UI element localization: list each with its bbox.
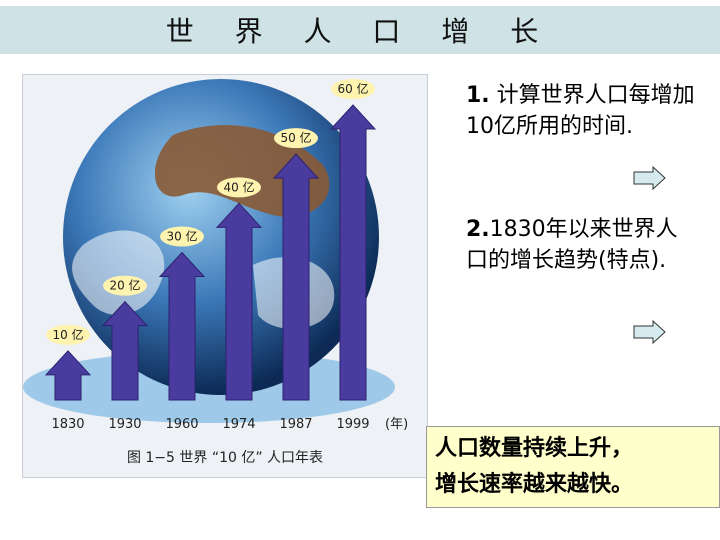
question-2: 2.1830年以来世界人口的增长趋势(特点). [466, 214, 696, 276]
x-tick-label: 1930 [108, 417, 141, 432]
population-arrow-bar [101, 300, 149, 401]
question-2-next-button[interactable] [633, 319, 667, 345]
title-bar: 世 界 人 口 增 长 [0, 6, 720, 54]
value-label-bubble [103, 275, 147, 296]
x-tick-label: 1987 [279, 417, 312, 432]
question-1: 1. 计算世界人口每增加10亿所用的时间. [466, 80, 696, 142]
question-2-number: 2. [466, 217, 490, 242]
population-arrow-bar [44, 350, 92, 401]
x-tick-label: 1999 [336, 417, 369, 432]
value-label-bubble [46, 324, 90, 345]
question-2-text: 1830年以来世界人口的增长趋势(特点). [466, 217, 678, 273]
conclusion-line-1: 人口数量持续上升， [435, 436, 634, 461]
value-label: 30 亿 [166, 229, 197, 244]
conclusion-box: 人口数量持续上升， 增长速率越来越快。 [426, 426, 720, 508]
conclusion-line-2: 增长速率越来越快。 [435, 472, 634, 497]
question-1-number: 1. [466, 83, 490, 108]
question-1-text: 计算世界人口每增加10亿所用的时间. [466, 83, 695, 139]
right-arrow-icon [633, 165, 666, 191]
value-label: 20 亿 [109, 278, 140, 293]
value-label-bubble [160, 226, 204, 247]
value-label-bubble [274, 128, 318, 149]
globe-clouds [72, 230, 335, 329]
value-label: 50 亿 [280, 130, 311, 145]
x-axis-unit: (年) [385, 417, 408, 432]
x-tick-label: 1974 [222, 417, 255, 432]
population-chart: 10 亿 20 亿 30 亿 40 亿 50 亿 60 亿 1830 1930 1960 197… [23, 79, 408, 432]
value-label: 10 亿 [52, 327, 83, 342]
population-arrow-bar [215, 202, 263, 401]
value-label: 40 亿 [223, 179, 254, 194]
population-arrow-bar [272, 153, 320, 401]
question-1-next-button[interactable] [633, 165, 667, 191]
x-tick-label: 1830 [51, 417, 84, 432]
value-label-bubble [331, 79, 375, 99]
value-label-bubble [217, 177, 261, 198]
slide-title: 世 界 人 口 增 长 [165, 15, 555, 48]
population-figure: 10 亿 20 亿 30 亿 40 亿 50 亿 60 亿 1830 1930 1960 197… [22, 74, 428, 478]
population-arrow-bar [329, 104, 377, 401]
x-tick-label: 1960 [165, 417, 198, 432]
right-arrow-icon [633, 319, 666, 345]
value-label: 60 亿 [337, 81, 368, 96]
figure-caption: 图 1−5 世界 “10 亿” 人口年表 [126, 450, 324, 466]
population-arrow-bar [158, 251, 206, 401]
